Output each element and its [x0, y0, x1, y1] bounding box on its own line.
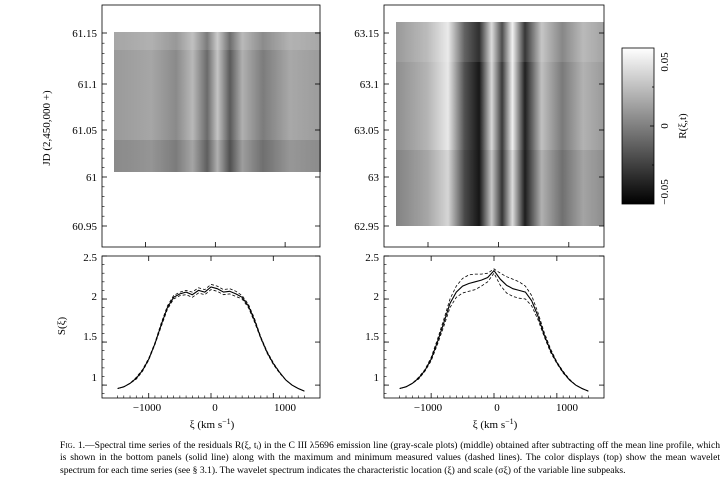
bottom-right-series: [399, 268, 589, 392]
top-left-frame: [101, 4, 321, 248]
top-left-ytick: 61.15: [72, 28, 97, 40]
bottom-left-ytick: 2: [92, 291, 98, 303]
top-left-image-band: [114, 140, 321, 172]
colorbar-tick-label: 0.05: [659, 52, 671, 72]
top-left-ytick: 61.05: [72, 125, 97, 137]
bottom-left-ytick: 1: [92, 372, 98, 384]
xlabel-close: ): [231, 419, 235, 431]
top-right-ytick: 63.1: [360, 79, 379, 91]
top-left-image: [114, 32, 321, 172]
bottom-right-ytick: 1.5: [365, 331, 379, 343]
colorbar-gradient: [621, 47, 655, 205]
colorbar-label: R(ξ,t): [677, 113, 689, 139]
bottom-right-xtick: 0: [494, 402, 500, 414]
bottom-right-ticks: [384, 255, 604, 398]
caption-text: —Spectral time series of the residuals R…: [60, 440, 721, 476]
caption-label: Fig. 1.: [60, 440, 86, 451]
bottom-right-xtick: 1000: [556, 402, 579, 414]
top-right-ytick: 63.15: [354, 28, 379, 40]
colorbar-tick-label: −0.05: [659, 179, 671, 205]
top-right-image-band: [396, 150, 604, 226]
top-right-image-band: [396, 22, 604, 62]
bottom-right-ytick: 2: [374, 291, 380, 303]
top-right-image: [396, 22, 604, 226]
top-right-ytick: 62.95: [354, 221, 379, 233]
top-right-ytick: 63.05: [354, 125, 379, 137]
top-left-ytick: 60.95: [72, 221, 97, 233]
bottom-left-ticks: [102, 255, 320, 398]
bottom-left-xtick: 1000: [274, 402, 297, 414]
top-left-ticks: [102, 32, 320, 247]
top-left-ylabel: JD (2,450,000 +): [41, 90, 53, 166]
top-right-ytick: 63: [368, 172, 380, 184]
top-right-frame: [383, 4, 605, 248]
bottom-ylabel: S(ξ): [56, 316, 68, 335]
colorbar: 0.05 0 −0.05 R(ξ,t): [621, 47, 689, 205]
bottom-right-xlabel: ξ (km s−1): [473, 417, 518, 431]
top-right-ticks: [384, 32, 604, 247]
bottom-right-panel: 2.5 2 1.5 1 −1000 0 1000 ξ (km s−1): [365, 252, 605, 431]
colorbar-tick-label: 0: [659, 123, 671, 129]
bottom-left-extreme-profile-line-1: [117, 283, 305, 392]
bottom-left-frame: [101, 255, 321, 399]
top-left-ytick: 61: [86, 172, 97, 184]
bottom-left-series: [117, 283, 305, 392]
bottom-left-mean-profile-line: [117, 286, 305, 392]
xlabel-close: ): [514, 419, 518, 431]
bottom-right-frame: [383, 255, 605, 399]
xlabel-superscript: −1: [505, 417, 514, 426]
bottom-left-extreme-profile-line-2: [117, 289, 305, 392]
bottom-left-panel: 2.5 2 1.5 1 −1000 0 1000 S(ξ) ξ (km s−1): [56, 252, 321, 431]
top-left-panel: 61.15 61.1 61.05 61 60.95 JD (2,450,000 …: [41, 4, 321, 248]
bottom-left-ytick: 2.5: [83, 252, 97, 264]
bottom-left-xtick: 0: [212, 402, 218, 414]
bottom-left-ytick: 1.5: [83, 331, 97, 343]
bottom-right-ytick: 1: [374, 372, 380, 384]
bottom-right-xtick: −1000: [414, 402, 443, 414]
figure-caption: Fig. 1.—Spectral time series of the resi…: [60, 440, 720, 477]
top-left-ytick: 61.1: [78, 79, 97, 91]
bottom-left-xtick: −1000: [133, 402, 162, 414]
figure: 61.15 61.1 61.05 61 60.95 JD (2,450,000 …: [41, 4, 689, 431]
bottom-right-extreme-profile-line-2: [399, 272, 589, 392]
top-right-panel: 63.15 63.1 63.05 63 62.95: [354, 4, 605, 248]
bottom-right-mean-profile-line: [399, 269, 589, 392]
bottom-right-extreme-profile-line-1: [399, 268, 589, 392]
top-left-image-band: [114, 32, 321, 50]
xlabel-superscript: −1: [222, 417, 231, 426]
bottom-right-ytick: 2.5: [365, 252, 379, 264]
bottom-left-xlabel: ξ (km s−1): [190, 417, 235, 431]
xlabel-main: ξ (km s: [473, 419, 505, 431]
xlabel-main: ξ (km s: [190, 419, 222, 431]
